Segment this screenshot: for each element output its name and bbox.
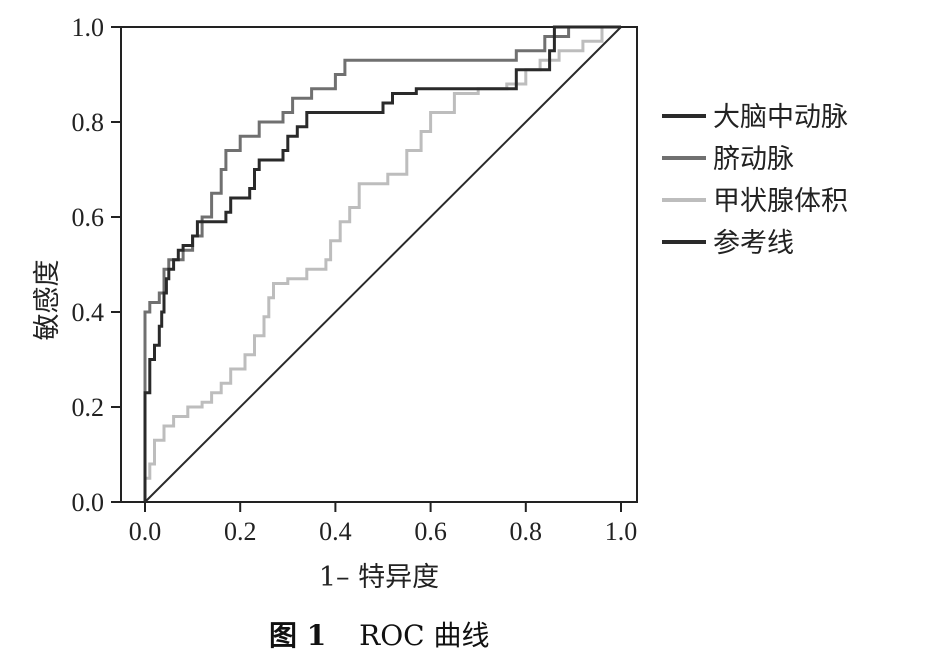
- y-tick-label: 0.6: [72, 203, 105, 232]
- y-tick-label: 1.0: [72, 13, 105, 42]
- figure-caption-label: 图 1: [269, 619, 326, 652]
- y-tick-label: 0.2: [72, 393, 105, 422]
- series-line-1: [143, 25, 621, 502]
- x-tick-label: 0.4: [319, 517, 352, 546]
- series-line-4: [144, 26, 622, 503]
- series-line-2: [143, 25, 621, 502]
- x-tick-label: 0.2: [224, 517, 257, 546]
- y-tick-label: 0.8: [72, 108, 105, 137]
- y-tick-label: 0.0: [72, 488, 105, 517]
- plot-frame: [120, 26, 638, 503]
- x-tick-label: 0.8: [510, 517, 543, 546]
- tick-layer: 0.0 0.2 0.4 0.6 0.8 1.0 0.0 0.2 0.4 0.6 0.8 1.0: [72, 13, 638, 546]
- x-tick-label: 0.6: [414, 517, 447, 546]
- x-axis-label: 1– 特异度: [319, 562, 439, 593]
- legend-label-4: 参考线: [713, 228, 794, 259]
- y-axis-label: 敏感度: [32, 260, 63, 341]
- series-layer: [143, 25, 622, 503]
- figure-caption: 图 1 ROC 曲线: [269, 619, 490, 652]
- legend-label-1: 大脑中动脉: [713, 102, 848, 133]
- legend-label-3: 甲状腺体积: [713, 186, 848, 217]
- series-line-3: [143, 25, 621, 502]
- figure-caption-text: ROC 曲线: [359, 619, 489, 652]
- y-tick-label: 0.4: [72, 298, 105, 327]
- x-tick-label: 0.0: [129, 517, 162, 546]
- legend-label-2: 脐动脉: [713, 144, 794, 175]
- x-tick-label: 1.0: [605, 517, 638, 546]
